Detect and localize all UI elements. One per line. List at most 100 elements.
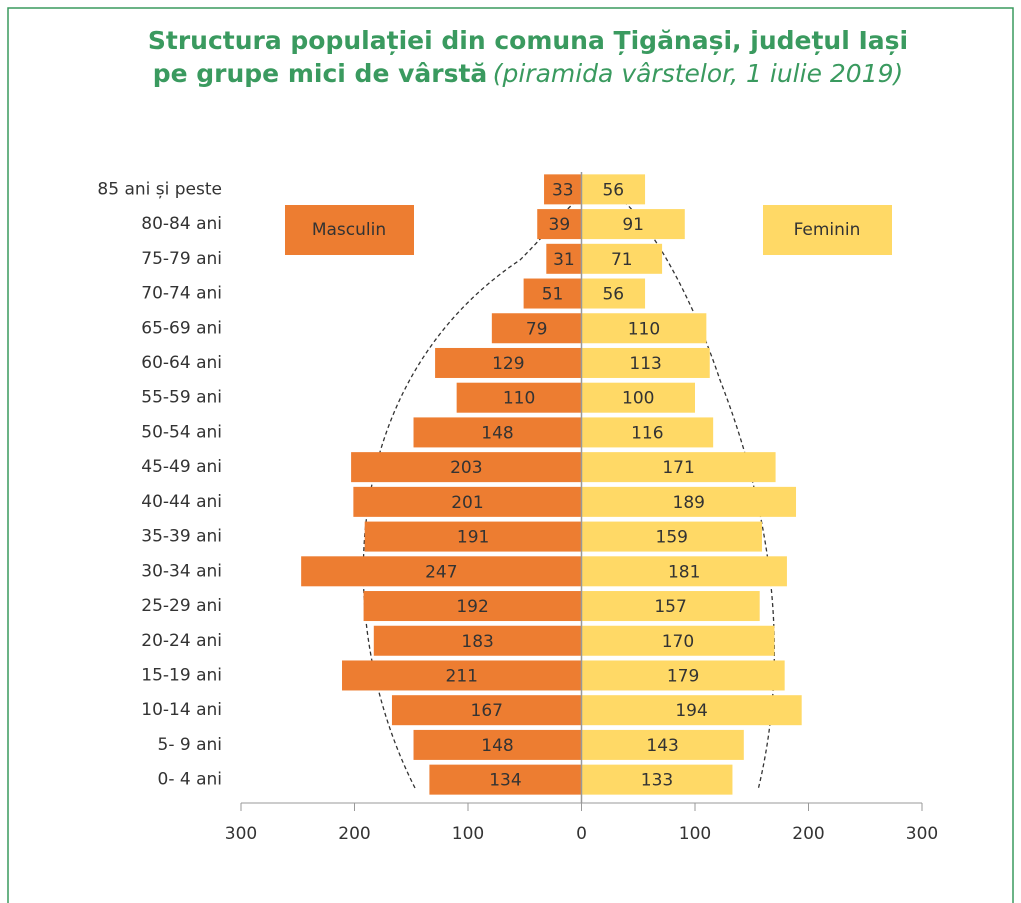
data-label: 91 xyxy=(622,215,644,235)
data-label: 143 xyxy=(646,736,678,756)
bar xyxy=(581,278,646,309)
bar xyxy=(581,243,663,274)
y-tick-label: 0- 4 ani xyxy=(158,770,223,790)
data-label: 170 xyxy=(662,632,694,652)
data-label: 194 xyxy=(675,701,707,721)
bar xyxy=(581,313,707,344)
y-tick-label: 70-74 ani xyxy=(141,284,222,304)
y-tick-label: 75-79 ani xyxy=(141,249,222,269)
y-tick-label: 60-64 ani xyxy=(141,353,222,373)
bar xyxy=(581,591,760,622)
x-tick-label: 300 xyxy=(906,824,938,844)
data-label: 183 xyxy=(461,632,493,652)
bar xyxy=(581,452,776,483)
y-tick-label: 10-14 ani xyxy=(141,700,222,720)
bar xyxy=(581,382,695,413)
data-label: 39 xyxy=(549,215,571,235)
bar xyxy=(435,347,582,378)
data-label: 189 xyxy=(673,493,705,513)
y-tick-label: 65-69 ani xyxy=(141,318,222,338)
bar xyxy=(351,452,582,483)
data-label: 203 xyxy=(450,458,482,478)
data-label: 148 xyxy=(481,736,513,756)
y-tick-label: 45-49 ani xyxy=(141,457,222,477)
data-label: 113 xyxy=(629,354,661,374)
y-tick-label: 15-19 ani xyxy=(141,665,222,685)
bar xyxy=(581,347,710,378)
title-part: pe grupe mici de vârstă xyxy=(153,59,488,88)
data-label: 179 xyxy=(667,666,699,686)
x-tick-label: 200 xyxy=(792,824,824,844)
data-label: 100 xyxy=(622,389,654,409)
legend-box xyxy=(285,205,414,255)
data-label: 201 xyxy=(451,493,483,513)
data-label: 167 xyxy=(471,701,503,721)
chart-title-line2: pe grupe mici de vârstă (piramida vârste… xyxy=(153,59,904,88)
bar xyxy=(581,625,775,656)
data-label: 33 xyxy=(552,180,574,200)
data-label: 192 xyxy=(456,597,488,617)
legend-label: Masculin xyxy=(312,220,386,240)
y-tick-label: 55-59 ani xyxy=(141,388,222,408)
x-tick-label: 300 xyxy=(225,824,257,844)
bar xyxy=(413,417,582,448)
data-label: 56 xyxy=(602,180,624,200)
bar xyxy=(581,417,714,448)
data-label: 110 xyxy=(503,389,535,409)
data-label: 157 xyxy=(654,597,686,617)
data-label: 31 xyxy=(553,250,575,270)
bar xyxy=(491,313,582,344)
data-label: 110 xyxy=(628,319,660,339)
legend-label: Feminin xyxy=(794,220,861,240)
bar xyxy=(523,278,582,309)
bar xyxy=(413,729,582,760)
data-label: 129 xyxy=(492,354,524,374)
y-tick-label: 35-39 ani xyxy=(141,527,222,547)
data-label: 116 xyxy=(631,423,663,443)
bar xyxy=(581,209,685,240)
bar xyxy=(373,625,582,656)
data-label: 71 xyxy=(611,250,633,270)
bar xyxy=(581,695,802,726)
y-tick-label: 20-24 ani xyxy=(141,631,222,651)
data-label: 181 xyxy=(668,562,700,582)
frame xyxy=(7,7,1014,903)
bar xyxy=(391,695,582,726)
y-tick-label: 25-29 ani xyxy=(141,596,222,616)
y-tick-label: 5- 9 ani xyxy=(158,735,223,755)
data-label: 211 xyxy=(446,666,478,686)
data-label: 79 xyxy=(526,319,548,339)
legend-box xyxy=(763,205,892,255)
y-tick-label: 85 ani și peste xyxy=(97,179,222,199)
data-label: 56 xyxy=(602,285,624,305)
bar xyxy=(363,591,582,622)
chart-title: Structura populației din comuna Țigănași… xyxy=(148,26,908,55)
bar xyxy=(581,521,762,552)
subtitle: (piramida vârstelor, 1 iulie 2019) xyxy=(493,59,904,88)
y-tick-label: 50-54 ani xyxy=(141,422,222,442)
x-tick-label: 200 xyxy=(338,824,370,844)
x-tick-label: 100 xyxy=(679,824,711,844)
bar xyxy=(301,556,582,587)
x-tick-label: 0 xyxy=(576,824,587,844)
bar xyxy=(581,174,646,205)
data-label: 134 xyxy=(489,771,521,791)
bar xyxy=(581,486,797,517)
data-label: 133 xyxy=(641,771,673,791)
bar xyxy=(544,174,582,205)
bar xyxy=(364,521,582,552)
data-label: 51 xyxy=(542,285,564,305)
bar xyxy=(546,243,582,274)
data-label: 247 xyxy=(425,562,457,582)
x-tick-label: 100 xyxy=(452,824,484,844)
y-tick-label: 80-84 ani xyxy=(141,214,222,234)
data-label: 171 xyxy=(662,458,694,478)
bar xyxy=(581,556,787,587)
bar xyxy=(537,209,582,240)
bar xyxy=(353,486,582,517)
bar xyxy=(429,764,582,795)
bar xyxy=(456,382,582,413)
data-label: 148 xyxy=(481,423,513,443)
y-tick-label: 40-44 ani xyxy=(141,492,222,512)
